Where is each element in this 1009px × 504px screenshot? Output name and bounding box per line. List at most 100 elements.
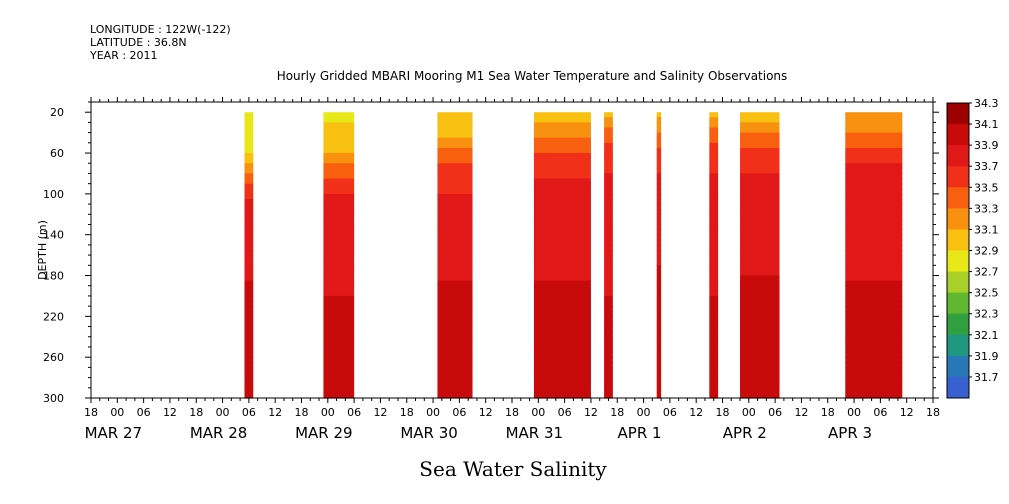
salinity-cell [709, 311, 719, 317]
salinity-cell [845, 260, 903, 266]
salinity-cell [244, 178, 254, 185]
salinity-cell [709, 178, 719, 185]
salinity-cell [437, 158, 473, 164]
salinity-cell [437, 316, 473, 323]
x-hour-label: 18 [295, 406, 309, 419]
colorbar-swatch [947, 208, 969, 230]
salinity-cell [656, 178, 662, 185]
salinity-cell [323, 301, 355, 307]
salinity-cell [323, 341, 355, 348]
salinity-cell [604, 341, 613, 348]
salinity-cell [244, 372, 254, 379]
colorbar-swatch [947, 145, 969, 167]
x-hour-label: 18 [610, 406, 624, 419]
salinity-cell [845, 352, 903, 358]
salinity-cell [656, 341, 662, 348]
salinity-cell [437, 285, 473, 292]
salinity-cell [533, 234, 591, 241]
salinity-cell [244, 163, 254, 169]
salinity-cell [709, 244, 719, 251]
salinity-cell [323, 117, 355, 124]
salinity-cell [656, 132, 662, 139]
salinity-cell [740, 183, 780, 190]
salinity-cell [533, 326, 591, 333]
salinity-cell [845, 392, 903, 399]
salinity-cell [604, 275, 613, 282]
salinity-cell [533, 168, 591, 175]
salinity-cell [244, 295, 254, 302]
salinity-cell [244, 306, 254, 312]
salinity-cell [244, 193, 254, 200]
salinity-cell [656, 244, 662, 251]
y-tick-label: 60 [50, 147, 64, 160]
salinity-cell [533, 301, 591, 307]
x-hour-label: 00 [531, 406, 545, 419]
salinity-cell [709, 387, 719, 394]
salinity-cell [437, 341, 473, 348]
salinity-cell [845, 372, 903, 379]
colorbar-swatch [947, 250, 969, 273]
salinity-cell [323, 209, 355, 215]
salinity-cell [709, 357, 719, 363]
salinity-cell [740, 168, 780, 175]
salinity-cell [604, 209, 613, 215]
salinity-cell [533, 336, 591, 343]
salinity-cell [709, 346, 719, 353]
salinity-cell [709, 316, 719, 323]
salinity-cell [604, 392, 613, 399]
salinity-cell [604, 336, 613, 343]
salinity-cell [533, 290, 591, 297]
salinity-cell [533, 204, 591, 210]
salinity-cell [533, 321, 591, 328]
salinity-cell [845, 326, 903, 333]
salinity-cell [709, 122, 719, 129]
salinity-cell [740, 137, 780, 144]
colorbar-swatch [947, 229, 969, 251]
x-hour-label: 18 [505, 406, 519, 419]
salinity-cell [323, 377, 355, 384]
salinity-cell [656, 158, 662, 164]
colorbar-label: 31.7 [974, 371, 999, 384]
x-date-label: MAR 28 [190, 424, 247, 442]
salinity-cell [656, 290, 662, 297]
salinity-cell [323, 260, 355, 266]
salinity-cell [709, 142, 719, 149]
salinity-cell [845, 331, 903, 338]
x-hour-label: 18 [821, 406, 835, 419]
salinity-cell [656, 163, 662, 169]
salinity-cell [709, 367, 719, 374]
salinity-cell [437, 387, 473, 394]
salinity-cell [604, 147, 613, 154]
salinity-cell [533, 158, 591, 164]
salinity-cell [323, 198, 355, 205]
x-hour-label: 06 [873, 406, 887, 419]
x-hour-label: 18 [189, 406, 203, 419]
salinity-cell [604, 290, 613, 297]
salinity-cell [656, 193, 662, 200]
x-date-label: MAR 30 [400, 424, 457, 442]
salinity-cell [845, 153, 903, 159]
salinity-cell [323, 229, 355, 236]
salinity-cell [740, 321, 780, 328]
salinity-cell [323, 387, 355, 394]
salinity-cell [740, 255, 780, 261]
salinity-cell [740, 290, 780, 297]
salinity-cell [604, 224, 613, 231]
salinity-cell [604, 352, 613, 358]
salinity-cell [845, 295, 903, 302]
salinity-cell [845, 357, 903, 363]
salinity-cell [845, 275, 903, 282]
salinity-cell [437, 382, 473, 389]
salinity-cell [437, 321, 473, 328]
year-label: YEAR : 2011 [90, 49, 158, 62]
salinity-cell [323, 357, 355, 363]
colorbar-swatch [947, 313, 969, 336]
salinity-cell [604, 382, 613, 389]
salinity-cell [323, 392, 355, 399]
salinity-cell [604, 362, 613, 368]
salinity-cell [244, 127, 254, 134]
salinity-cell [323, 183, 355, 190]
salinity-cell [656, 137, 662, 144]
salinity-cell [740, 209, 780, 215]
x-hour-label: 12 [794, 406, 808, 419]
